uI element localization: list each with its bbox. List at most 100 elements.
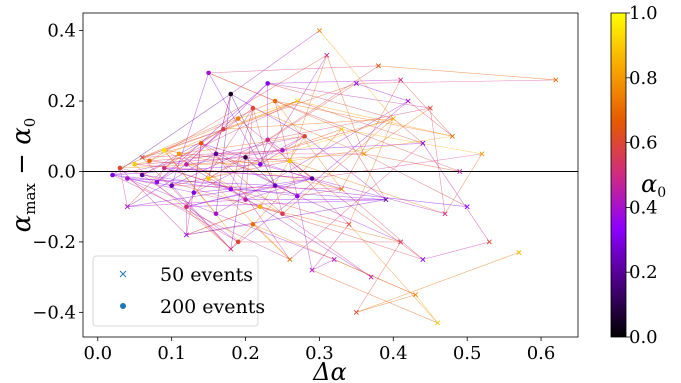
connector-line: [289, 135, 453, 162]
x-tick-label: 0.0: [83, 343, 112, 364]
connector-line: [127, 178, 217, 215]
point-50-events: [324, 52, 330, 58]
point-200-events: [176, 151, 182, 157]
connector-line: [282, 118, 394, 151]
connector-line: [230, 188, 372, 278]
connector-line: [393, 118, 424, 144]
x-tick-label: 0.3: [305, 343, 334, 364]
connector-line: [326, 55, 365, 154]
connector-line: [141, 100, 276, 158]
connector-line: [289, 143, 424, 260]
x-tick-label: 0.2: [231, 343, 260, 364]
legend-entry-200-events: 200 events: [120, 296, 265, 318]
connector-line: [208, 157, 246, 179]
point-200-events: [272, 98, 278, 104]
point-200-events: [265, 81, 271, 86]
connector-line: [142, 143, 202, 158]
point-200-events: [250, 105, 256, 111]
connector-line: [164, 150, 283, 215]
x-axis-title: Δα: [312, 358, 347, 383]
connector-line: [267, 107, 431, 141]
data-markers: [110, 28, 559, 326]
point-50-events: [427, 105, 433, 111]
point-200-events: [258, 204, 263, 209]
connector-line: [208, 118, 394, 179]
legend-entry-50-events: 50 events: [119, 264, 253, 286]
connector-line: [252, 108, 283, 214]
legend-box: [92, 255, 259, 327]
connector-line: [356, 252, 519, 313]
connector-line: [267, 79, 401, 84]
connector-line: [142, 128, 224, 158]
point-50-events: [294, 98, 300, 104]
point-200-events: [139, 172, 145, 178]
y-tick-label: −0.2: [32, 232, 76, 253]
point-50-events: [442, 211, 448, 217]
point-200-events: [132, 162, 138, 167]
point-200-events: [184, 162, 189, 167]
connector-line: [363, 153, 468, 207]
connector-line: [429, 108, 446, 214]
connector-line: [275, 100, 453, 137]
point-200-events: [221, 126, 226, 132]
connector-line: [215, 213, 335, 260]
connector-line: [274, 185, 401, 243]
connector-line: [186, 206, 231, 250]
point-200-events: [110, 172, 115, 178]
connector-line: [289, 160, 313, 179]
colorbar-label: α0: [641, 170, 666, 201]
y-tick-label: 0.0: [47, 161, 76, 182]
connector-line: [186, 199, 386, 207]
connector-line: [201, 143, 246, 158]
point-50-events: [479, 151, 485, 157]
point-200-events: [184, 204, 189, 209]
connector-line: [311, 269, 438, 324]
connector-line: [311, 224, 350, 271]
connector-line: [193, 188, 231, 193]
connector-line: [186, 206, 261, 236]
legend-label-50-events: 50 events: [160, 264, 253, 286]
point-200-events: [147, 158, 152, 164]
point-50-events: [353, 80, 359, 86]
point-50-events: [383, 197, 389, 203]
x-axis-ticks: 0.0 0.1 0.2 0.3 0.4 0.5 0.6: [83, 337, 555, 364]
point-200-events: [265, 137, 271, 143]
point-50-events: [516, 249, 522, 255]
connector-line: [186, 153, 364, 165]
point-50-events: [553, 77, 559, 83]
point-200-events: [154, 179, 160, 185]
connector-line: [296, 196, 313, 271]
colorbar-tick-label: 0.6: [629, 133, 658, 154]
point-200-events: [228, 186, 234, 192]
connector-line: [141, 157, 231, 250]
connector-line: [134, 160, 150, 165]
point-50-events: [412, 292, 418, 298]
connector-line: [164, 167, 350, 225]
connector-line: [341, 188, 424, 260]
legend-x-marker: [119, 270, 127, 278]
x-tick-label: 0.1: [157, 343, 186, 364]
connector-line: [422, 143, 490, 243]
connector-line: [230, 108, 254, 190]
legend: 50 events 200 events: [92, 255, 265, 327]
point-50-events: [464, 204, 470, 210]
point-200-events: [206, 176, 211, 181]
connector-line: [282, 213, 372, 278]
point-50-events: [420, 257, 426, 263]
connector-line: [311, 153, 482, 179]
connector-line: [193, 135, 305, 193]
connector-line: [119, 167, 187, 236]
connector-line: [186, 178, 313, 207]
point-200-events: [250, 222, 256, 227]
point-50-events: [339, 186, 345, 192]
connector-line: [400, 79, 453, 137]
connector-line: [341, 129, 387, 200]
connector-line: [297, 100, 423, 144]
point-200-events: [243, 155, 248, 160]
connector-line: [156, 164, 187, 183]
connector-line: [356, 241, 401, 313]
connector-line: [127, 153, 180, 207]
connector-line: [363, 153, 460, 172]
point-50-events: [228, 246, 234, 252]
